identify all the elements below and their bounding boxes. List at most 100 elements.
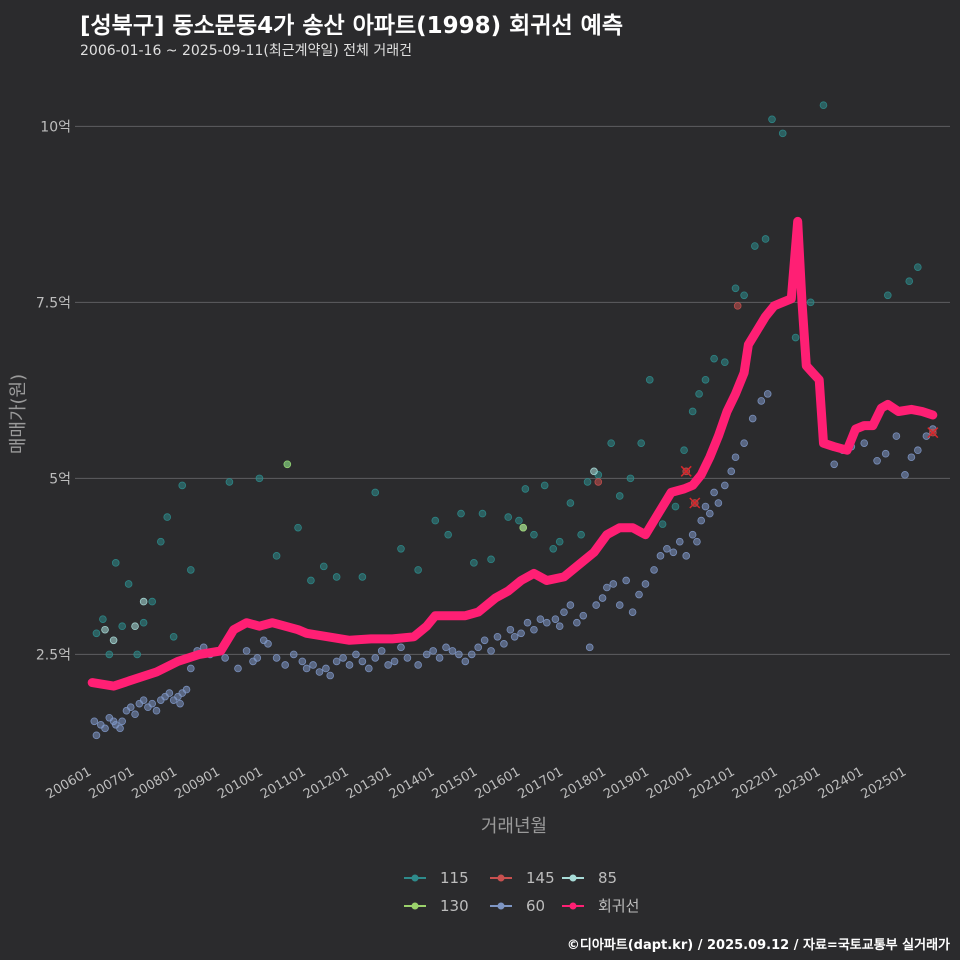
x-tick-label: 201001 [215, 764, 265, 802]
x-tick-label: 201201 [301, 764, 351, 802]
data-point-115 [905, 277, 914, 286]
x-tick-label: 201601 [473, 764, 523, 802]
data-point-115 [555, 537, 564, 546]
data-point-60 [523, 618, 532, 627]
legend-item-145[interactable]: 145 [490, 869, 555, 887]
data-point-115 [294, 523, 302, 532]
data-point-60 [622, 576, 630, 585]
x-axis-label: 거래년월 [481, 816, 547, 837]
prediction-mark [689, 497, 701, 509]
data-point-85 [139, 597, 148, 606]
data-point-60 [656, 552, 665, 560]
data-point-60 [592, 601, 600, 609]
x-tick-label: 201901 [601, 764, 651, 802]
x-tick-label: 200801 [129, 764, 179, 802]
data-point-60 [264, 640, 272, 648]
x-tick-label: 201301 [344, 764, 394, 802]
data-point-60 [585, 643, 594, 652]
x-tick-label: 200701 [87, 764, 137, 802]
data-point-115 [319, 562, 328, 571]
data-point-60 [763, 390, 772, 398]
data-point-60 [892, 432, 901, 440]
data-point-115 [914, 263, 922, 271]
data-point-60 [309, 661, 317, 669]
legend-label: 115 [440, 869, 469, 887]
data-point-115 [680, 446, 688, 455]
data-point-60 [90, 717, 99, 726]
data-point-115 [731, 284, 740, 293]
legend-item-60[interactable]: 60 [490, 897, 545, 915]
x-tick-label: 201101 [258, 764, 308, 802]
data-point-115 [615, 492, 624, 500]
data-point-60 [116, 724, 124, 733]
legend-item-85[interactable]: 85 [562, 869, 617, 887]
data-point-115 [645, 375, 654, 384]
data-point-115 [332, 573, 341, 581]
data-point-115 [751, 242, 759, 250]
data-point-145 [594, 478, 603, 486]
data-point-60 [688, 530, 697, 539]
data-point-60 [152, 706, 161, 715]
data-point-130 [519, 523, 528, 532]
data-point-60 [579, 611, 588, 620]
data-point-115 [701, 375, 710, 384]
data-point-60 [914, 446, 922, 455]
data-point-60 [669, 548, 678, 557]
data-point-115 [187, 566, 195, 574]
data-point-60 [500, 640, 508, 648]
data-point-60 [358, 657, 367, 666]
data-point-115 [178, 481, 187, 490]
data-point-115 [761, 235, 770, 243]
legend-item-회귀선[interactable]: 회귀선 [562, 897, 639, 915]
x-tick-label: 201501 [430, 764, 480, 802]
y-tick-label: 7.5억 [36, 295, 71, 311]
data-point-85 [590, 467, 598, 476]
data-point-60 [101, 724, 109, 733]
data-point-60 [628, 608, 637, 616]
data-point-115 [431, 516, 440, 525]
data-point-115 [307, 576, 315, 585]
data-point-60 [165, 689, 174, 697]
x-tick-label: 201701 [515, 764, 565, 802]
data-point-60 [352, 650, 360, 659]
legend-item-115[interactable]: 115 [404, 869, 469, 887]
data-point-115 [92, 629, 101, 638]
data-point-60 [740, 439, 748, 447]
data-point-115 [487, 555, 495, 564]
data-point-115 [671, 502, 680, 511]
data-point-60 [748, 414, 757, 423]
data-point-85 [109, 636, 118, 645]
data-point-115 [371, 488, 380, 497]
data-point-60 [530, 625, 538, 634]
data-point-60 [474, 643, 482, 652]
data-point-115 [457, 509, 465, 518]
data-point-115 [156, 537, 165, 546]
data-point-60 [435, 654, 444, 662]
data-point-60 [697, 516, 706, 525]
legend-label: 60 [526, 897, 545, 915]
data-point-60 [555, 622, 564, 631]
data-point-130 [283, 460, 292, 469]
data-point-60 [315, 668, 324, 676]
data-point-60 [487, 647, 495, 655]
data-point-60 [467, 650, 476, 659]
data-point-115 [607, 439, 615, 447]
data-point-115 [118, 622, 126, 631]
data-point-60 [345, 661, 354, 669]
legend-swatch-dot [497, 874, 505, 882]
legend-item-130[interactable]: 130 [404, 897, 469, 915]
data-point-85 [131, 622, 139, 631]
legend-swatch-dot [569, 874, 577, 882]
data-point-60 [573, 618, 581, 627]
legend-label: 85 [598, 869, 617, 887]
y-tick-label: 10억 [40, 119, 71, 135]
data-point-115 [133, 650, 141, 659]
data-point-60 [234, 664, 242, 673]
data-point-60 [560, 608, 568, 616]
data-point-60 [635, 590, 643, 599]
data-point-115 [695, 390, 703, 398]
data-point-115 [111, 559, 120, 567]
data-point-60 [148, 699, 157, 708]
data-point-115 [688, 407, 697, 416]
